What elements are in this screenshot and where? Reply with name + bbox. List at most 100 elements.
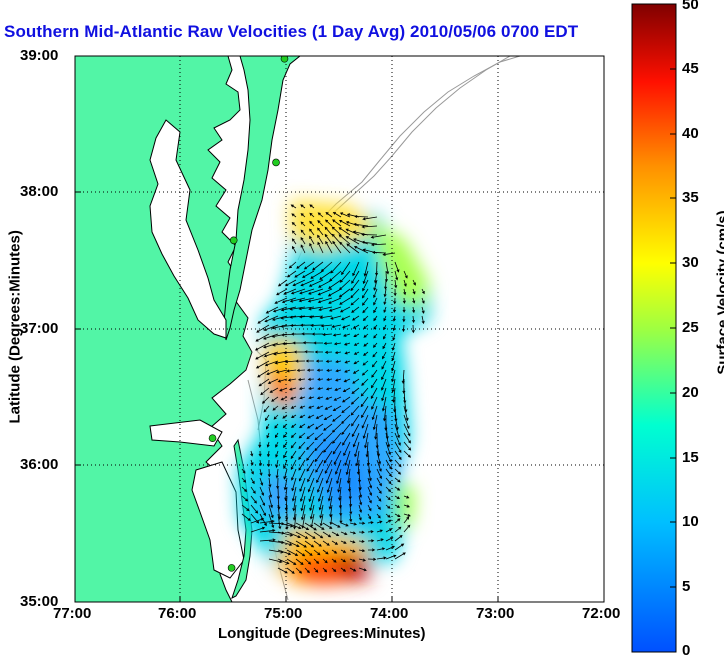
velocity-vector bbox=[309, 242, 315, 254]
velocity-vector bbox=[280, 396, 288, 401]
velocity-vector bbox=[370, 378, 378, 389]
velocity-vector bbox=[367, 539, 375, 543]
velocity-vector bbox=[291, 423, 297, 428]
velocity-vector bbox=[299, 477, 306, 492]
velocity-vector bbox=[283, 459, 288, 470]
colorbar-tick-label: 25 bbox=[682, 319, 699, 336]
velocity-vector bbox=[313, 558, 320, 564]
velocity-vector bbox=[351, 414, 360, 427]
velocity-vector bbox=[341, 315, 351, 321]
velocity-vector bbox=[301, 270, 315, 278]
velocity-vector bbox=[338, 234, 351, 245]
velocity-vector bbox=[325, 211, 333, 218]
velocity-vector bbox=[421, 306, 425, 314]
velocity-vector bbox=[313, 522, 325, 530]
velocity-vector bbox=[282, 432, 288, 438]
velocity-vector bbox=[322, 531, 332, 538]
velocity-vector bbox=[277, 558, 290, 565]
colorbar-tick-label: 45 bbox=[682, 60, 699, 77]
velocity-vector bbox=[363, 333, 369, 338]
velocity-vector bbox=[339, 241, 351, 254]
velocity-vector bbox=[290, 432, 297, 438]
velocity-vector bbox=[314, 441, 324, 452]
velocity-vector bbox=[281, 405, 288, 410]
velocity-vector bbox=[367, 495, 372, 504]
velocity-vector bbox=[372, 351, 378, 358]
velocity-vector bbox=[307, 423, 315, 429]
velocity-vector bbox=[352, 378, 360, 384]
velocity-vector bbox=[324, 459, 333, 474]
bathymetry-contour bbox=[329, 56, 511, 217]
velocity-vector bbox=[285, 514, 289, 530]
velocity-vector bbox=[292, 504, 297, 521]
velocity-vector bbox=[259, 538, 276, 542]
velocity-vector bbox=[358, 513, 362, 521]
velocity-vector bbox=[376, 495, 382, 502]
velocity-vector bbox=[340, 522, 349, 527]
velocity-vector bbox=[323, 441, 333, 453]
velocity-vector bbox=[295, 531, 309, 539]
velocity-vector bbox=[326, 477, 333, 494]
velocity-vector bbox=[295, 558, 304, 566]
velocity-vector bbox=[322, 558, 328, 564]
velocity-vector bbox=[280, 315, 297, 320]
velocity-vector bbox=[394, 270, 399, 281]
velocity-vector bbox=[349, 549, 356, 553]
velocity-vector bbox=[315, 423, 324, 430]
velocity-vector bbox=[291, 222, 297, 227]
velocity-vector bbox=[362, 270, 369, 285]
velocity-vector bbox=[330, 315, 342, 320]
velocity-vector bbox=[291, 477, 297, 492]
velocity-vector bbox=[403, 513, 411, 517]
velocity-vector bbox=[301, 504, 306, 521]
velocity-vector bbox=[250, 468, 254, 475]
velocity-vector bbox=[306, 432, 315, 440]
velocity-vector bbox=[421, 315, 425, 325]
velocity-vector bbox=[362, 423, 369, 439]
velocity-vector bbox=[267, 468, 271, 478]
velocity-vector bbox=[309, 504, 315, 520]
velocity-vector bbox=[292, 341, 306, 345]
velocity-vector bbox=[292, 245, 297, 254]
velocity-vector bbox=[307, 477, 315, 493]
velocity-vector bbox=[289, 315, 306, 319]
velocity-vector bbox=[325, 240, 333, 254]
velocity-vector bbox=[361, 225, 378, 229]
x-tick-label: 74:00 bbox=[370, 605, 409, 622]
velocity-vector bbox=[361, 297, 369, 306]
velocity-vector bbox=[259, 513, 267, 527]
velocity-vector bbox=[319, 315, 333, 320]
velocity-vector bbox=[319, 270, 333, 280]
station-marker bbox=[272, 158, 280, 167]
velocity-vector bbox=[317, 288, 333, 296]
velocity-vector bbox=[373, 279, 378, 291]
y-tick-label: 36:00 bbox=[20, 456, 59, 473]
velocity-vector bbox=[291, 230, 297, 236]
y-tick-label: 39:00 bbox=[20, 47, 59, 64]
velocity-vector bbox=[331, 540, 339, 545]
velocity-vector bbox=[346, 243, 360, 254]
velocity-vector bbox=[250, 459, 254, 466]
velocity-vector bbox=[332, 219, 342, 227]
velocity-vector bbox=[313, 549, 321, 556]
velocity-vector bbox=[322, 332, 333, 337]
velocity-vector bbox=[310, 270, 324, 279]
velocity-vector bbox=[259, 519, 275, 524]
velocity-vector bbox=[282, 414, 288, 419]
velocity-vector bbox=[394, 518, 401, 524]
velocity-vector bbox=[264, 315, 279, 323]
y-tick-label: 37:00 bbox=[20, 320, 59, 337]
station-marker bbox=[227, 564, 236, 572]
velocity-vector bbox=[258, 378, 270, 387]
velocity-vector bbox=[394, 423, 400, 439]
velocity-vector bbox=[326, 368, 333, 372]
velocity-vector bbox=[383, 315, 387, 322]
velocity-vector bbox=[385, 545, 395, 551]
velocity-vector bbox=[391, 378, 396, 393]
velocity-vector bbox=[275, 441, 279, 448]
velocity-vector bbox=[290, 396, 297, 400]
velocity-vector bbox=[291, 486, 297, 502]
velocity-vector bbox=[376, 504, 381, 510]
velocity-vector bbox=[323, 341, 333, 345]
velocity-vector bbox=[349, 495, 353, 508]
